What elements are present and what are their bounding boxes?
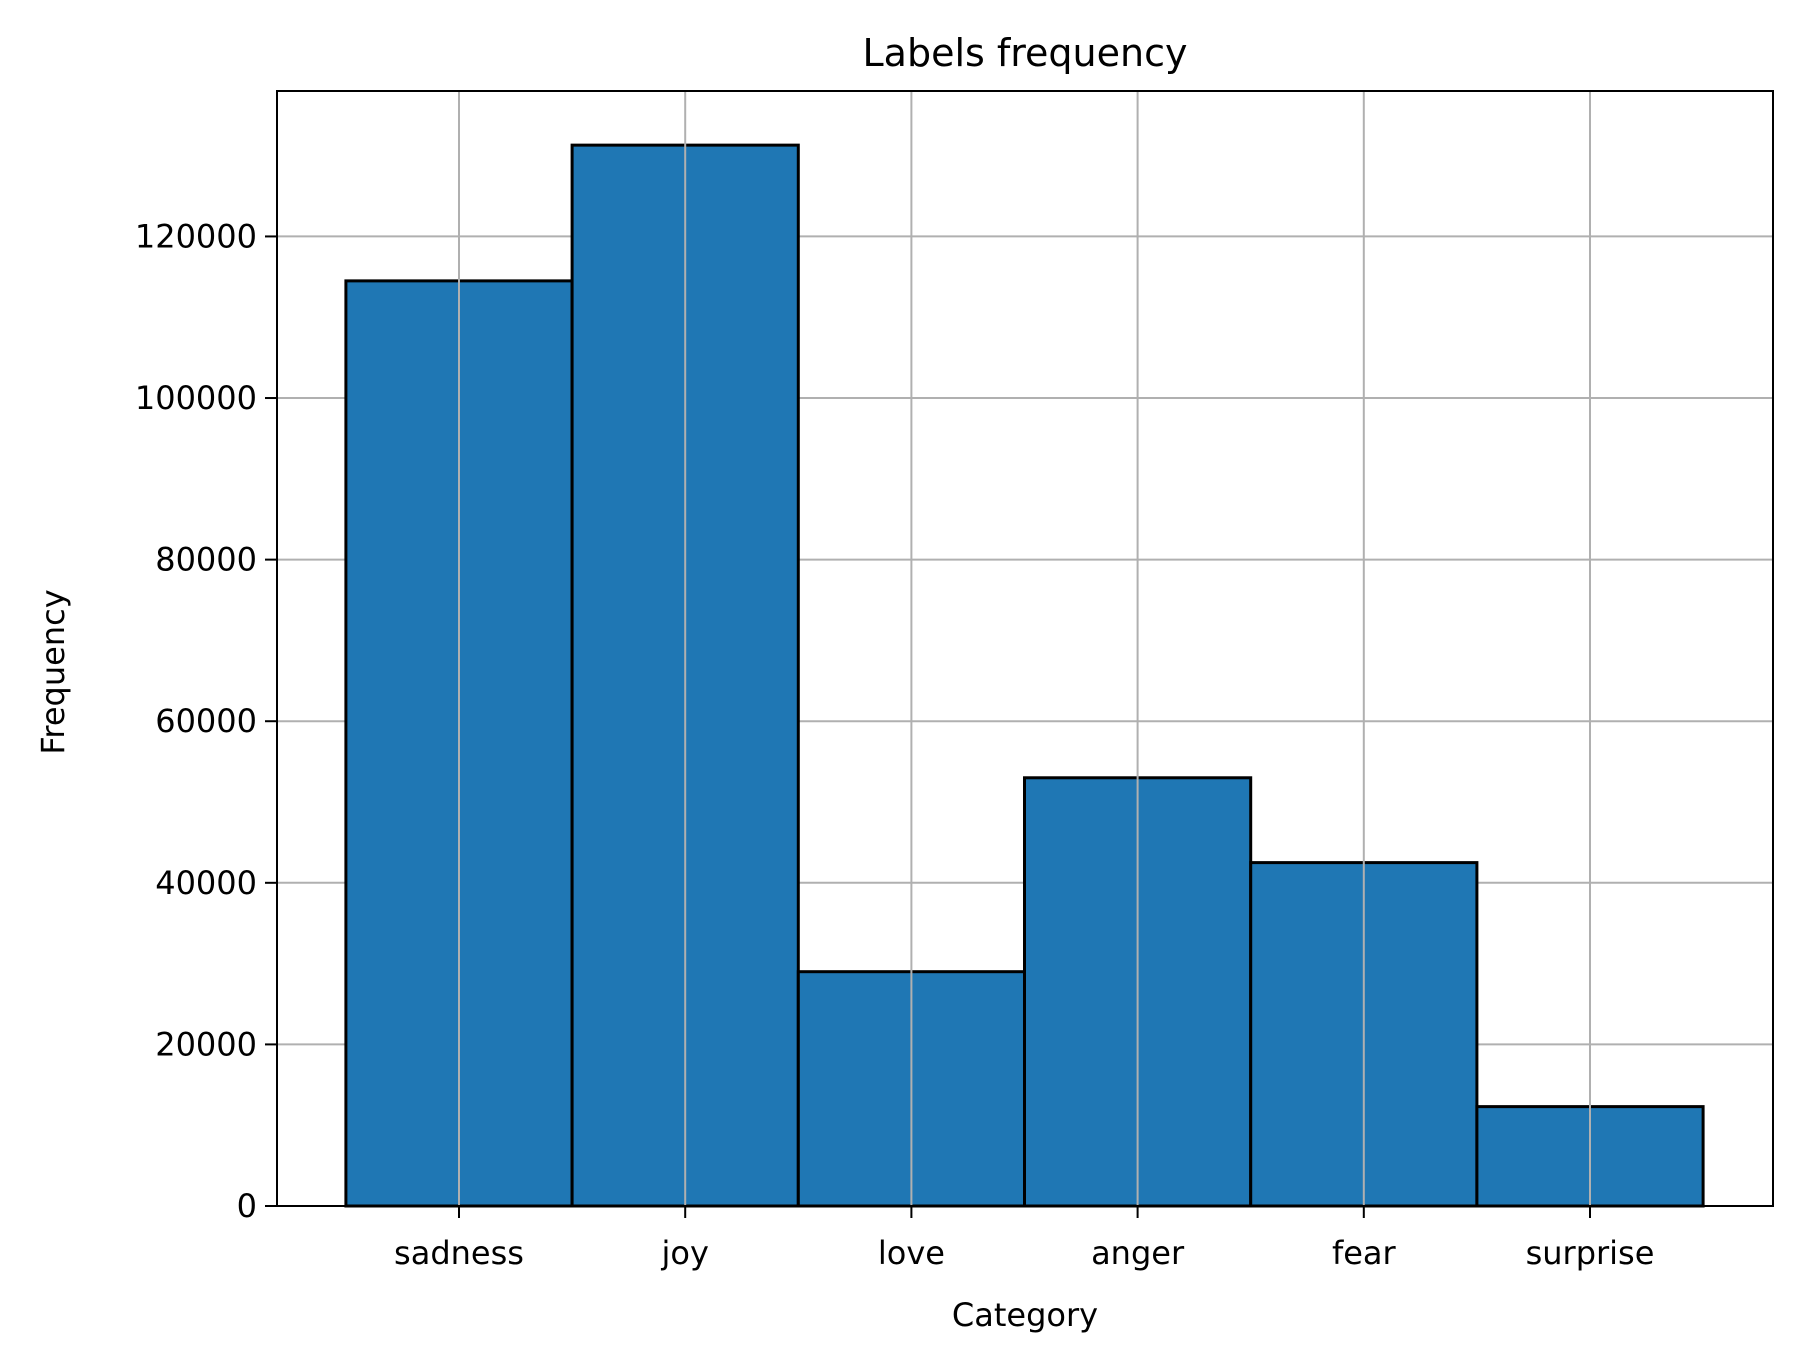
bars-layer	[344, 143, 1705, 1208]
x-tick-label: anger	[1091, 1234, 1185, 1272]
y-tick-label: 20000	[155, 1025, 257, 1063]
x-tick-label: sadness	[394, 1234, 524, 1272]
labels-layer: Labels frequency Category Frequency	[34, 31, 1188, 1334]
y-tick-label: 80000	[155, 541, 257, 579]
x-tick-label: fear	[1332, 1234, 1397, 1272]
y-axis-label: Frequency	[34, 589, 72, 754]
y-tick-label: 60000	[155, 702, 257, 740]
chart-title: Labels frequency	[863, 31, 1188, 75]
x-tick-label: love	[878, 1234, 945, 1272]
y-tick-label: 40000	[155, 864, 257, 902]
x-axis-label: Category	[952, 1296, 1098, 1334]
y-tick-label: 100000	[135, 379, 257, 417]
y-tick-label: 120000	[135, 217, 257, 255]
x-tick-label: joy	[660, 1234, 708, 1272]
plot-frame	[276, 90, 1774, 1207]
y-tick-label: 0	[237, 1187, 257, 1225]
axes-layer: 0 20000 40000 60000 80000 100000 120000 sadness…	[135, 90, 1774, 1272]
x-tick-label: surprise	[1526, 1234, 1655, 1272]
